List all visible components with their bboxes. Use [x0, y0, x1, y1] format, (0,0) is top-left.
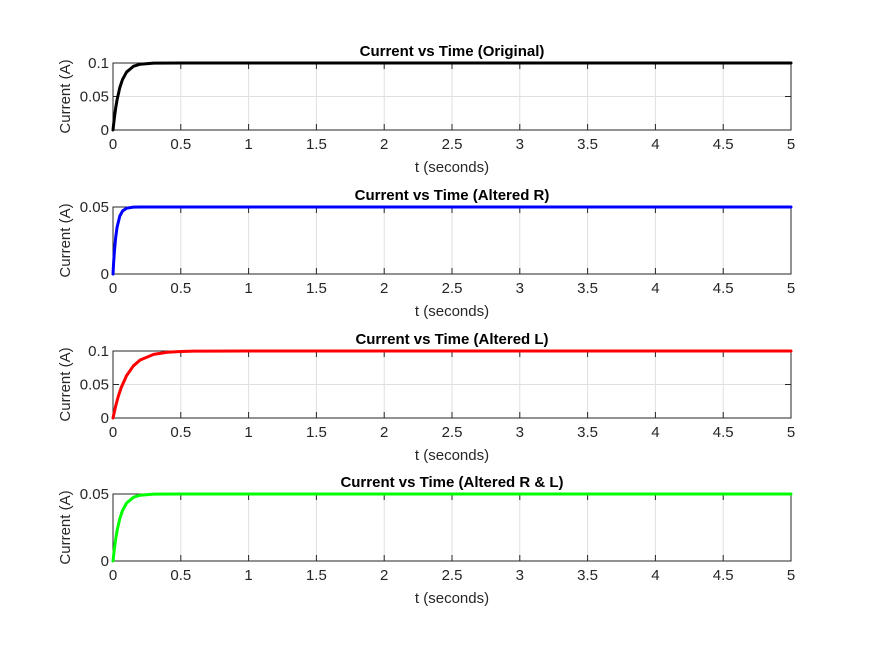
x-tick-label: 5: [787, 280, 795, 297]
x-axis-label: t (seconds): [415, 590, 489, 607]
y-tick-label: 0: [101, 410, 109, 427]
x-tick-label: 1: [244, 567, 252, 584]
x-tick-label: 1: [244, 280, 252, 297]
x-tick-label: 2: [380, 567, 388, 584]
x-tick-label: 5: [787, 424, 795, 441]
chart-title: Current vs Time (Altered R): [355, 187, 550, 204]
series-line-1: [111, 205, 793, 276]
x-tick-label: 1.5: [306, 567, 327, 584]
x-tick-label: 4.5: [713, 567, 734, 584]
y-axis-label: Current (A): [57, 490, 74, 564]
x-tick-label: 5: [787, 567, 795, 584]
y-axis-label: Current (A): [57, 203, 74, 277]
chart-title: Current vs Time (Altered L): [355, 331, 548, 348]
x-tick-label: 3.5: [577, 567, 598, 584]
x-axis-label: t (seconds): [415, 303, 489, 320]
x-tick-label: 4: [651, 424, 659, 441]
subplot-4: 0 0.5 1 1.5 2 2.5 3 3.5 4 4.5 5 0 0.05 Current vs Tim…: [57, 474, 795, 607]
x-tick-label: 4: [651, 567, 659, 584]
y-tick-label: 0.05: [80, 486, 109, 503]
series-line-1: [111, 492, 793, 563]
x-tick-label: 4.5: [713, 136, 734, 153]
series-line-1: [111, 349, 793, 420]
subplot-1: 0 0.5 1 1.5 2 2.5 3 3.5 4 4.5 5 0 0.05 0.1 Current vs …: [57, 43, 795, 176]
y-axis-label: Current (A): [57, 347, 74, 421]
x-tick-label: 1.5: [306, 136, 327, 153]
x-tick-label: 2: [380, 136, 388, 153]
x-tick-label: 1: [244, 424, 252, 441]
x-tick-label: 2.5: [442, 424, 463, 441]
x-tick-label: 4.5: [713, 280, 734, 297]
x-tick-label: 0.5: [170, 424, 191, 441]
x-tick-label: 2: [380, 424, 388, 441]
x-tick-label: 3.5: [577, 280, 598, 297]
x-tick-label: 3: [516, 280, 524, 297]
x-axis-label: t (seconds): [415, 447, 489, 464]
x-tick-label: 3.5: [577, 136, 598, 153]
chart-title: Current vs Time (Altered R & L): [340, 474, 563, 491]
x-tick-label: 0.5: [170, 136, 191, 153]
x-tick-label: 3: [516, 136, 524, 153]
y-tick-label: 0.05: [80, 377, 109, 394]
y-tick-label: 0.1: [88, 343, 109, 360]
x-tick-label: 0.5: [170, 567, 191, 584]
y-tick-label: 0.05: [80, 89, 109, 106]
y-tick-label: 0.05: [80, 199, 109, 216]
y-tick-label: 0: [101, 553, 109, 570]
subplot-2: 0 0.5 1 1.5 2 2.5 3 3.5 4 4.5 5 0 0.05 Current vs Tim…: [57, 187, 795, 320]
x-tick-label: 3: [516, 424, 524, 441]
x-tick-label: 1: [244, 136, 252, 153]
y-tick-label: 0: [101, 266, 109, 283]
subplot-3: 0 0.5 1 1.5 2 2.5 3 3.5 4 4.5 5 0 0.05 0.1 Current vs …: [57, 331, 795, 464]
x-tick-label: 4: [651, 136, 659, 153]
y-tick-label: 0.1: [88, 55, 109, 72]
y-tick-label: 0: [101, 122, 109, 139]
x-tick-label: 5: [787, 136, 795, 153]
x-tick-label: 4: [651, 280, 659, 297]
x-tick-label: 0: [109, 280, 117, 297]
x-tick-label: 1.5: [306, 424, 327, 441]
x-tick-label: 0: [109, 424, 117, 441]
x-tick-label: 4.5: [713, 424, 734, 441]
x-tick-label: 2: [380, 280, 388, 297]
x-axis-label: t (seconds): [415, 159, 489, 176]
x-tick-label: 0: [109, 567, 117, 584]
x-tick-label: 2.5: [442, 567, 463, 584]
x-tick-label: 0.5: [170, 280, 191, 297]
chart-title: Current vs Time (Original): [360, 43, 545, 60]
x-tick-label: 3.5: [577, 424, 598, 441]
x-tick-label: 2.5: [442, 280, 463, 297]
y-axis-label: Current (A): [57, 59, 74, 133]
series-line-1: [111, 61, 793, 132]
x-tick-label: 0: [109, 136, 117, 153]
x-tick-label: 3: [516, 567, 524, 584]
x-tick-label: 1.5: [306, 280, 327, 297]
x-tick-label: 2.5: [442, 136, 463, 153]
